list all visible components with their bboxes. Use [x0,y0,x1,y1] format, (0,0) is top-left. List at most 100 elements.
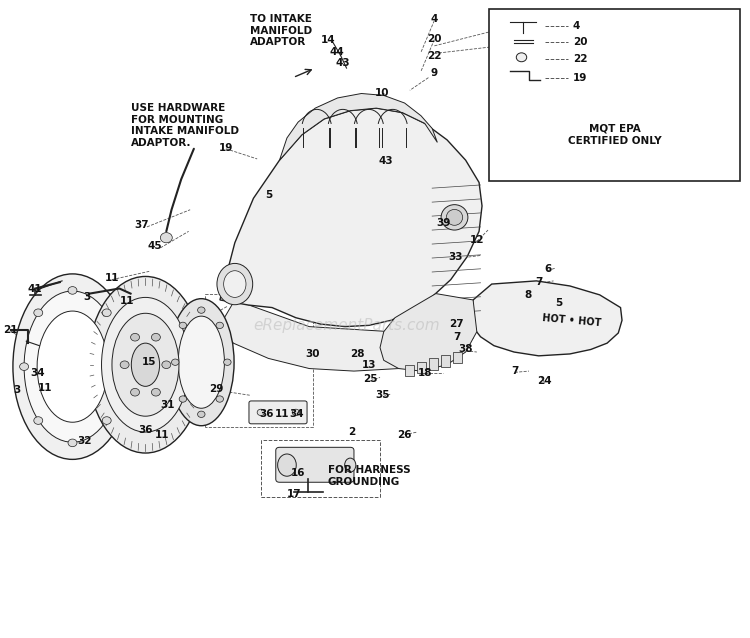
Text: 31: 31 [160,400,175,410]
Text: 18: 18 [419,368,433,378]
Text: 21: 21 [3,325,17,335]
Text: 34: 34 [30,368,45,378]
Text: 5: 5 [555,298,562,308]
Circle shape [116,363,125,371]
FancyBboxPatch shape [249,401,307,424]
Text: 4: 4 [573,20,580,31]
Ellipse shape [278,454,296,476]
Text: 9: 9 [430,68,438,78]
Text: 22: 22 [427,51,442,61]
Ellipse shape [345,458,355,472]
Text: 3: 3 [13,385,21,395]
Text: TO INTAKE
MANIFOLD
ADAPTOR: TO INTAKE MANIFOLD ADAPTOR [250,14,312,47]
Text: 32: 32 [77,436,92,446]
Text: MQT EPA
CERTIFIED ONLY: MQT EPA CERTIFIED ONLY [568,124,662,145]
Circle shape [130,334,140,341]
Text: 7: 7 [535,277,542,287]
Circle shape [224,359,231,366]
Circle shape [197,411,205,417]
Text: 29: 29 [209,384,224,394]
Circle shape [216,396,223,402]
Circle shape [152,334,160,341]
Text: 8: 8 [524,290,532,300]
Text: 17: 17 [287,489,302,499]
Ellipse shape [101,297,190,432]
Polygon shape [220,300,470,371]
Ellipse shape [88,276,203,453]
Text: 24: 24 [537,376,552,386]
Bar [405,365,414,376]
FancyBboxPatch shape [276,447,354,482]
Ellipse shape [24,291,121,442]
Ellipse shape [169,299,234,426]
Text: 20: 20 [573,37,587,47]
Text: 44: 44 [329,47,344,57]
Text: 5: 5 [265,190,272,200]
Circle shape [292,409,299,415]
Text: 11: 11 [154,429,169,440]
Text: 36: 36 [138,425,153,435]
Polygon shape [280,94,437,160]
Circle shape [516,53,526,62]
Text: 3: 3 [84,292,91,302]
Circle shape [179,322,187,329]
Text: 22: 22 [573,54,587,64]
Text: 12: 12 [470,235,484,245]
Text: 20: 20 [427,34,442,44]
Circle shape [216,322,223,329]
Text: 11: 11 [119,296,134,306]
Text: 4: 4 [430,14,438,24]
Text: 36: 36 [259,410,273,419]
Text: 11: 11 [105,272,119,283]
Text: 37: 37 [134,220,149,230]
Circle shape [172,359,179,366]
Circle shape [34,417,43,424]
Text: 11: 11 [38,383,52,392]
Circle shape [68,286,77,294]
Ellipse shape [224,271,246,297]
Text: 2: 2 [348,427,355,437]
Text: 39: 39 [436,218,451,228]
Text: 10: 10 [375,89,389,98]
Circle shape [162,361,171,369]
Text: 43: 43 [379,156,393,167]
Ellipse shape [112,313,179,416]
Circle shape [20,363,28,371]
Text: 15: 15 [142,357,157,367]
Circle shape [120,361,129,369]
Bar [429,359,438,370]
Text: USE HARDWARE
FOR MOUNTING
INTAKE MANIFOLD
ADAPTOR.: USE HARDWARE FOR MOUNTING INTAKE MANIFOL… [130,103,238,148]
Text: eReplacementParts.com: eReplacementParts.com [254,318,440,333]
Text: 33: 33 [448,253,463,262]
Bar [453,352,462,364]
Text: 11: 11 [274,410,289,419]
Circle shape [102,309,111,316]
Bar [417,362,426,373]
Circle shape [257,409,265,415]
Ellipse shape [446,209,463,225]
Circle shape [68,439,77,447]
Text: 38: 38 [458,345,473,355]
Text: 43: 43 [335,58,350,68]
Circle shape [130,389,140,396]
Text: 19: 19 [219,143,233,153]
Ellipse shape [13,274,132,459]
Text: 19: 19 [573,73,587,82]
Ellipse shape [441,205,468,230]
Text: 7: 7 [511,366,518,376]
Text: 7: 7 [453,332,460,342]
Circle shape [34,309,43,316]
Text: 45: 45 [147,241,162,251]
Circle shape [160,233,172,243]
Circle shape [197,307,205,313]
Ellipse shape [217,263,253,305]
Text: FOR HARNESS
GROUNDING: FOR HARNESS GROUNDING [328,465,410,487]
Text: 6: 6 [544,265,551,274]
Text: 35: 35 [376,390,390,400]
Polygon shape [470,281,622,356]
Ellipse shape [178,316,224,408]
Text: 34: 34 [290,410,304,419]
Bar [490,9,740,181]
Polygon shape [220,108,482,327]
Text: 41: 41 [28,283,43,293]
